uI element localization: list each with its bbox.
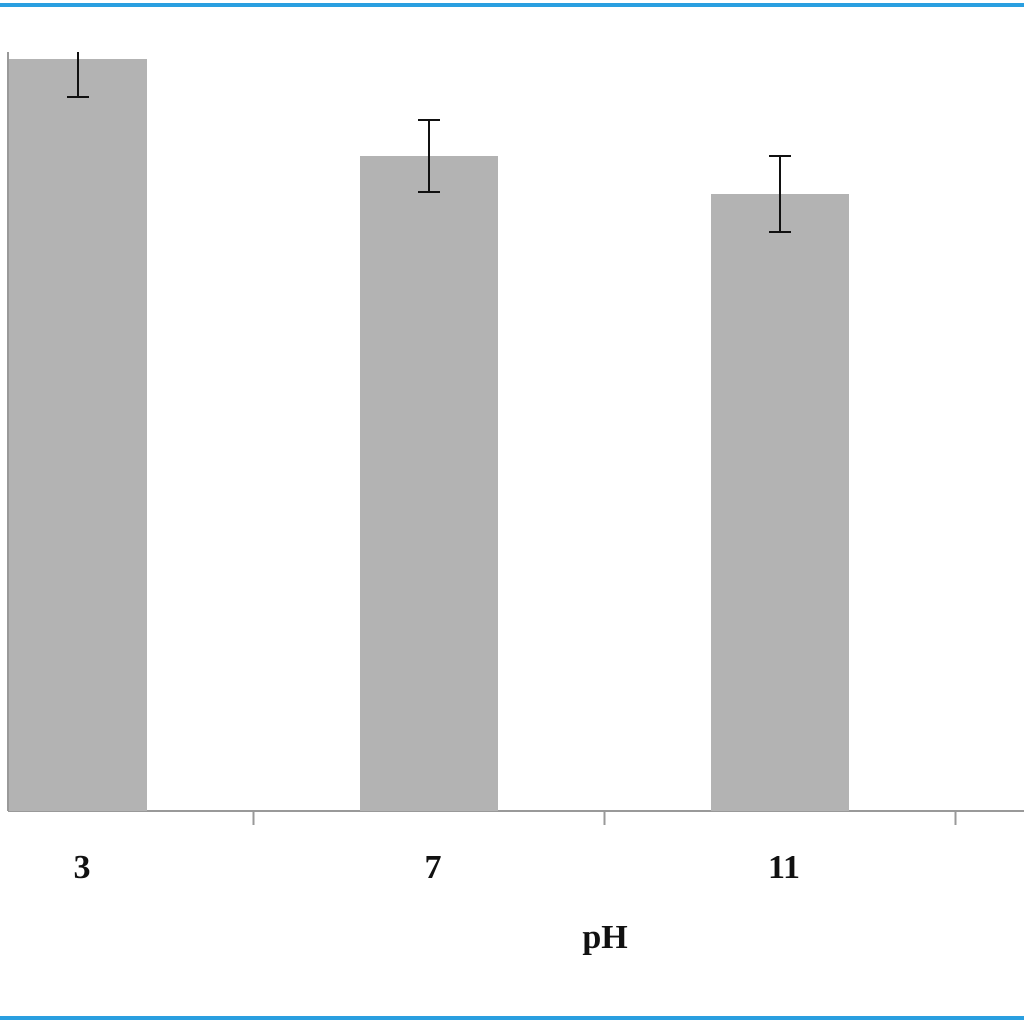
x-tick-label: 3 <box>74 849 91 886</box>
bar <box>711 194 849 811</box>
x-axis-label: pH <box>582 919 627 956</box>
plot-area <box>9 52 849 811</box>
bar <box>360 156 498 811</box>
bar <box>9 59 147 811</box>
x-tick-label: 11 <box>768 849 800 886</box>
x-tick-label: 7 <box>425 849 442 886</box>
